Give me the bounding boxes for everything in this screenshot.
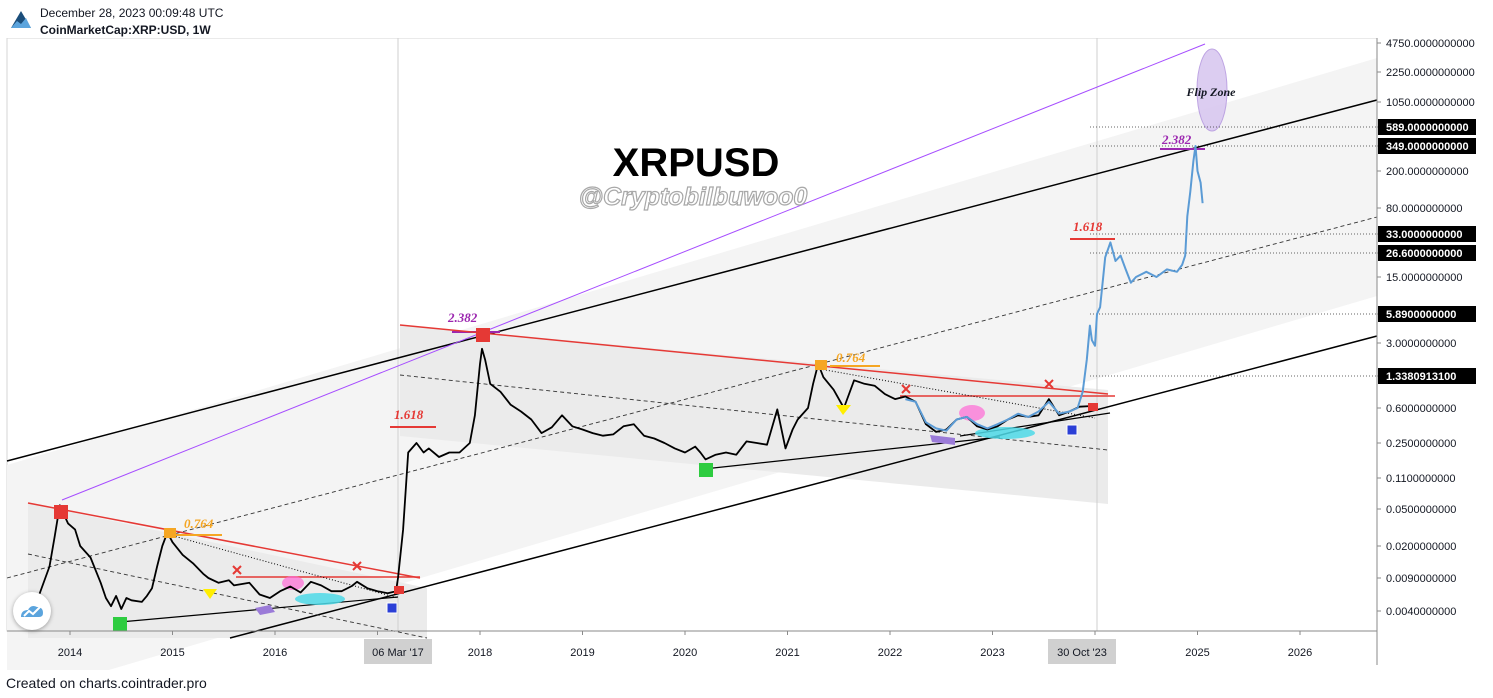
- x-tick-label-4: 2018: [468, 647, 492, 659]
- y-tick-label-bg-8: [1378, 245, 1476, 261]
- dotted-trend-2015: [169, 534, 399, 599]
- fib-label-3: 0.764: [836, 350, 866, 365]
- yellow-marker-2015: [203, 589, 217, 599]
- y-tick-label-15: 0.1100000000: [1386, 473, 1456, 485]
- x-marker-2022-stroke-b: [901, 384, 911, 394]
- x-tick-label-9: 2023: [980, 647, 1004, 659]
- y-tick-label-1: 2250.0000000000: [1386, 67, 1475, 79]
- lower-channel-line: [229, 335, 1378, 639]
- x-tick-label-12: 2026: [1288, 647, 1312, 659]
- price-chart[interactable]: XRPUSD@Cryptobilbuwoo0 Flip Zone 0.764 1.61…: [0, 38, 1493, 670]
- y-tick-label-4: 349.0000000000: [1386, 141, 1469, 153]
- breakout-marker-2017: [394, 586, 404, 594]
- y-tick-label-bg-10: [1378, 306, 1476, 322]
- purple-blob-2022: [930, 435, 955, 445]
- crosshair-label-0: 06 Mar '17: [372, 647, 424, 659]
- mid-channel-line: [6, 216, 1378, 579]
- y-tick-label-9: 15.0000000000: [1386, 272, 1462, 284]
- x-marker-2015-stroke-b: [232, 565, 242, 575]
- crosshair-label-bg-1: [1048, 639, 1116, 664]
- cloud-chart-icon: [21, 606, 43, 617]
- x-tick-label-11: 2025: [1185, 647, 1209, 659]
- x-marker-2023: [1044, 379, 1054, 389]
- y-tick-label-2: 1050.0000000000: [1386, 97, 1475, 109]
- chart-symbol: CoinMarketCap:XRP:USD, 1W: [40, 23, 211, 37]
- flip-zone-ellipse: [1196, 48, 1228, 132]
- chart-datetime: December 28, 2023 00:09:48 UTC: [40, 6, 224, 20]
- chart-area[interactable]: XRPUSD @Cryptobilbuwoo0 Flip Zone 0.764 1.61…: [0, 38, 1493, 670]
- fib-label-5: 1.618: [1073, 219, 1103, 234]
- fib-label-2: 2.382: [447, 310, 478, 325]
- y-tick-label-17: 0.0200000000: [1386, 541, 1456, 553]
- purple-trend-line: [61, 43, 1206, 501]
- x-tick-label-1: 2015: [160, 647, 184, 659]
- y-tick-label-16: 0.0500000000: [1386, 504, 1456, 516]
- cointrader-badge[interactable]: [13, 592, 51, 630]
- x-marker-2023-stroke-b: [1044, 379, 1054, 389]
- fib-label-1: 1.618: [394, 407, 424, 422]
- author-watermark-text: @Cryptobilbuwoo0: [579, 183, 808, 211]
- projection-series-line: [905, 145, 1204, 432]
- y-tick-label-bg-7: [1378, 226, 1476, 242]
- x-tick-label-5: 2019: [570, 647, 594, 659]
- pink-blob-2016: [282, 576, 304, 590]
- x-marker-2022: [901, 384, 911, 394]
- resistance-line-2014: [27, 502, 421, 579]
- y-tick-label-10: 5.8900000000: [1386, 309, 1456, 321]
- fib-label-0: 0.764: [184, 516, 214, 531]
- x-tick-label-6: 2020: [673, 647, 697, 659]
- fib-label-4: 2.382: [1161, 132, 1192, 147]
- fib-marker-2021: [815, 360, 827, 370]
- chart-header: December 28, 2023 00:09:48 UTC CoinMarke…: [0, 0, 1493, 40]
- y-tick-label-13: 0.6000000000: [1386, 403, 1456, 415]
- upper-channel-line: [6, 99, 1378, 462]
- y-tick-label-7: 33.0000000000: [1386, 229, 1462, 241]
- resistance-line-2018: [399, 324, 1109, 395]
- breakout-marker-2023: [1088, 403, 1098, 411]
- x-marker-2015: [232, 565, 242, 575]
- y-tick-label-6: 80.0000000000: [1386, 203, 1462, 215]
- channel-2018-2023-fill: [400, 325, 1108, 504]
- y-tick-label-14: 0.2500000000: [1386, 438, 1456, 450]
- y-tick-label-18: 0.0090000000: [1386, 573, 1456, 585]
- yellow-marker-2021: [836, 405, 851, 415]
- x-tick-label-8: 2022: [878, 647, 902, 659]
- flip-zone-label: Flip Zone: [1185, 85, 1236, 99]
- y-tick-label-8: 26.6000000000: [1386, 248, 1462, 260]
- x-tick-label-7: 2021: [775, 647, 799, 659]
- purple-blob-2016: [255, 605, 275, 615]
- y-tick-label-12: 1.3380913100: [1386, 371, 1456, 383]
- cyan-blob-2022: [975, 427, 1035, 439]
- check-marker-2017: [386, 602, 398, 614]
- y-tick-label-bg-4: [1378, 138, 1476, 154]
- y-tick-label-3: 589.0000000000: [1386, 122, 1469, 134]
- x-marker-2016: [352, 561, 362, 571]
- bottom-marker-2020: [699, 463, 713, 477]
- x-marker-2016-stroke-b: [352, 561, 362, 571]
- footer-credit: Created on charts.cointrader.pro: [6, 675, 207, 691]
- chart-title-text: XRPUSD: [613, 141, 780, 185]
- x-tick-label-0: 2014: [58, 647, 82, 659]
- mid-line-2014: [27, 553, 428, 639]
- cointrader-logo-icon: [11, 11, 31, 28]
- y-tick-label-19: 0.0040000000: [1386, 606, 1456, 618]
- y-tick-label-bg-12: [1378, 368, 1476, 384]
- check-marker-2023: [1066, 424, 1078, 436]
- x-tick-label-2: 2016: [263, 647, 287, 659]
- bottom-marker-2014: [113, 617, 127, 631]
- top-marker-2018: [476, 328, 490, 342]
- top-marker-2013: [54, 505, 68, 519]
- y-tick-label-5: 200.0000000000: [1386, 166, 1469, 178]
- crosshair-label-bg-0: [364, 639, 432, 664]
- cyan-blob-2016: [295, 593, 345, 605]
- y-tick-label-bg-3: [1378, 119, 1476, 135]
- fib-marker-2015: [164, 528, 176, 538]
- y-tick-label-0: 4750.0000000000: [1386, 38, 1475, 50]
- crosshair-label-1: 30 Oct '23: [1057, 647, 1107, 659]
- y-tick-label-11: 3.0000000000: [1386, 338, 1456, 350]
